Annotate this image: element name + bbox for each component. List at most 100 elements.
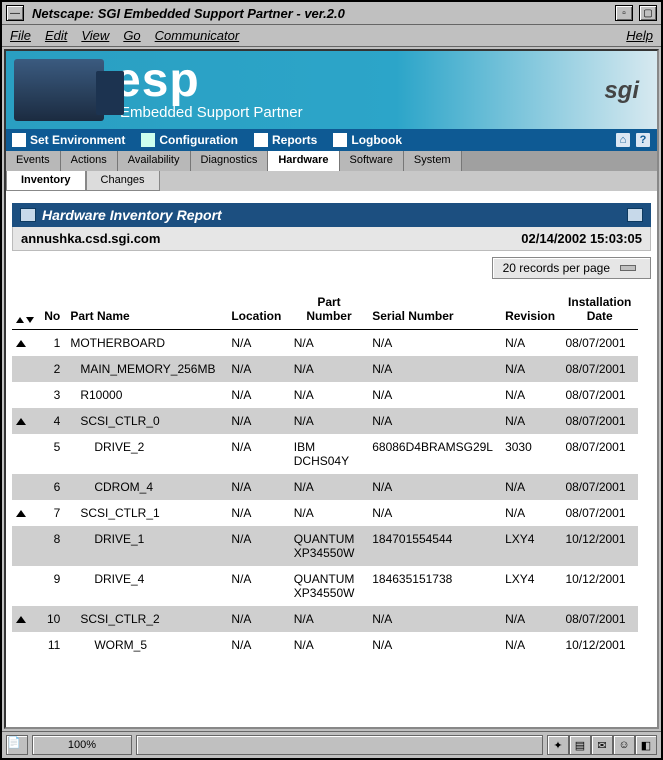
collapse-cell — [12, 434, 38, 474]
table-row[interactable]: 6CDROM_4N/AN/AN/AN/A08/07/2001 — [12, 474, 638, 500]
table-row[interactable]: 9DRIVE_4N/AQUANTUM XP34550W184635151738L… — [12, 566, 638, 606]
table-row[interactable]: 5DRIVE_2N/AIBM DCHS04Y68086D4BRAMSG29L30… — [12, 434, 638, 474]
titlebar: — Netscape: SGI Embedded Support Partner… — [2, 2, 661, 25]
help-icon[interactable]: ? — [635, 132, 651, 148]
cell-partnumber: N/A — [290, 356, 369, 382]
cell-revision: N/A — [501, 356, 561, 382]
collapse-arrow-icon — [16, 340, 26, 347]
tray-icon-2[interactable]: ▤ — [569, 735, 591, 755]
maximize-button[interactable]: ▢ — [639, 5, 657, 21]
content-area: esp Embedded Support Partner sgi Set Env… — [4, 49, 659, 729]
cell-location: N/A — [227, 330, 289, 357]
cell-partname: CDROM_4 — [66, 474, 227, 500]
window-menu-button[interactable]: — — [6, 5, 24, 21]
table-row[interactable]: 8DRIVE_1N/AQUANTUM XP34550W184701554544L… — [12, 526, 638, 566]
tray-icon-4[interactable]: ☺ — [613, 735, 635, 755]
table-row[interactable]: 7SCSI_CTLR_1N/AN/AN/AN/A08/07/2001 — [12, 500, 638, 526]
menu-edit[interactable]: Edit — [45, 28, 67, 43]
menu-go[interactable]: Go — [123, 28, 140, 43]
cell-partname: DRIVE_2 — [66, 434, 227, 474]
set-env-link[interactable]: Set Environment — [30, 133, 125, 147]
table-row[interactable]: 11WORM_5N/AN/AN/AN/A10/12/2001 — [12, 632, 638, 658]
col-partnumber[interactable]: Part Number — [290, 289, 369, 330]
col-partname[interactable]: Part Name — [66, 289, 227, 330]
logbook-icon — [333, 133, 347, 147]
cell-partname: DRIVE_1 — [66, 526, 227, 566]
scroll-pane[interactable]: Hardware Inventory Report annushka.csd.s… — [6, 191, 657, 727]
cell-revision: N/A — [501, 330, 561, 357]
table-row[interactable]: 3R10000N/AN/AN/AN/A08/07/2001 — [12, 382, 638, 408]
tab-events[interactable]: Events — [6, 151, 61, 171]
menu-help[interactable]: Help — [626, 28, 653, 43]
status-percent: 100% — [32, 735, 132, 755]
menu-communicator[interactable]: Communicator — [155, 28, 240, 43]
table-header-row: No Part Name Location Part Number Serial… — [12, 289, 638, 330]
collapse-cell[interactable] — [12, 500, 38, 526]
cell-serial: 184635151738 — [368, 566, 501, 606]
table-row[interactable]: 1MOTHERBOARDN/AN/AN/AN/A08/07/2001 — [12, 330, 638, 357]
tab-availability[interactable]: Availability — [118, 151, 191, 171]
tab-system[interactable]: System — [404, 151, 462, 171]
cell-date: 10/12/2001 — [561, 526, 638, 566]
cell-serial: N/A — [368, 606, 501, 632]
cell-serial: N/A — [368, 474, 501, 500]
minimize-button[interactable]: ▫ — [615, 5, 633, 21]
table-row[interactable]: 2MAIN_MEMORY_256MBN/AN/AN/AN/A08/07/2001 — [12, 356, 638, 382]
tray-icon-1[interactable]: ✦ — [547, 735, 569, 755]
cell-no: 8 — [38, 526, 66, 566]
logbook-link[interactable]: Logbook — [351, 133, 402, 147]
cell-location: N/A — [227, 566, 289, 606]
subtab-inventory[interactable]: Inventory — [6, 171, 86, 191]
cell-partname: DRIVE_4 — [66, 566, 227, 606]
home-icon[interactable]: ⌂ — [615, 132, 631, 148]
check-icon — [141, 133, 155, 147]
cell-serial: 68086D4BRAMSG29L — [368, 434, 501, 474]
statusbar: 📄 100% ✦ ▤ ✉ ☺ ◧ — [2, 731, 661, 758]
cell-date: 10/12/2001 — [561, 632, 638, 658]
cell-no: 3 — [38, 382, 66, 408]
sort-control[interactable] — [16, 316, 34, 323]
col-serial[interactable]: Serial Number — [368, 289, 501, 330]
collapse-cell[interactable] — [12, 408, 38, 434]
menu-file[interactable]: File — [10, 28, 31, 43]
col-location[interactable]: Location — [227, 289, 289, 330]
cell-serial: 184701554544 — [368, 526, 501, 566]
menu-view[interactable]: View — [81, 28, 109, 43]
collapse-cell[interactable] — [12, 330, 38, 357]
collapse-cell — [12, 632, 38, 658]
table-row[interactable]: 10SCSI_CTLR_2N/AN/AN/AN/A08/07/2001 — [12, 606, 638, 632]
tab-actions[interactable]: Actions — [61, 151, 118, 171]
collapse-cell — [12, 474, 38, 500]
cell-partnumber: N/A — [290, 606, 369, 632]
configuration-link[interactable]: Configuration — [159, 133, 238, 147]
col-no[interactable]: No — [38, 289, 66, 330]
banner: esp Embedded Support Partner sgi — [6, 51, 657, 129]
cell-partnumber: QUANTUM XP34550W — [290, 526, 369, 566]
collapse-cell[interactable] — [12, 606, 38, 632]
tab-software[interactable]: Software — [340, 151, 404, 171]
report-title: Hardware Inventory Report — [42, 207, 222, 223]
page-size-button[interactable]: 20 records per page — [492, 257, 651, 279]
subtab-changes[interactable]: Changes — [86, 171, 160, 191]
table-row[interactable]: 4SCSI_CTLR_0N/AN/AN/AN/A08/07/2001 — [12, 408, 638, 434]
cell-partnumber: IBM DCHS04Y — [290, 434, 369, 474]
tab-diagnostics[interactable]: Diagnostics — [191, 151, 269, 171]
hardware-image — [14, 59, 104, 121]
status-icon[interactable]: 📄 — [6, 735, 28, 755]
tray-icon-3[interactable]: ✉ — [591, 735, 613, 755]
dropdown-icon — [620, 265, 636, 271]
col-installdate[interactable]: Installation Date — [561, 289, 638, 330]
cell-location: N/A — [227, 632, 289, 658]
cell-revision: N/A — [501, 500, 561, 526]
col-revision[interactable]: Revision — [501, 289, 561, 330]
reports-link[interactable]: Reports — [272, 133, 317, 147]
collapse-arrow-icon — [16, 616, 26, 623]
cell-date: 08/07/2001 — [561, 500, 638, 526]
tray-icon-5[interactable]: ◧ — [635, 735, 657, 755]
cell-no: 4 — [38, 408, 66, 434]
cell-revision: N/A — [501, 474, 561, 500]
cell-revision: LXY4 — [501, 566, 561, 606]
print-icon[interactable] — [627, 208, 643, 222]
cell-partnumber: N/A — [290, 382, 369, 408]
tab-hardware[interactable]: Hardware — [268, 151, 339, 171]
